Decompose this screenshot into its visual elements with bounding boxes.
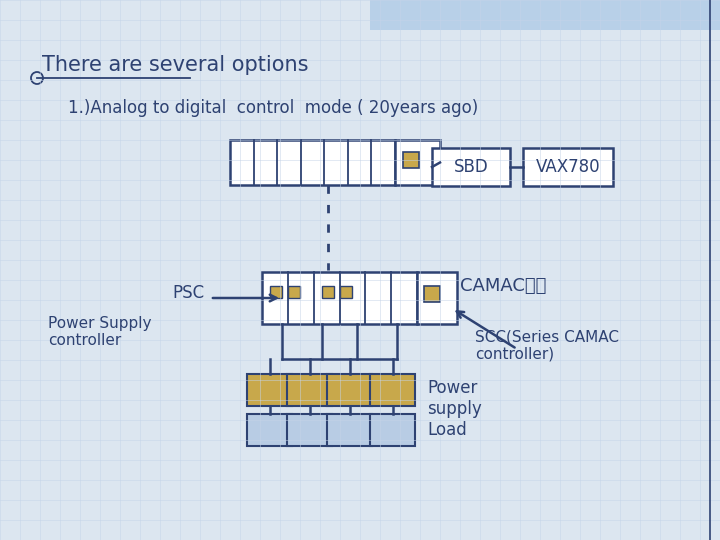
FancyBboxPatch shape bbox=[417, 272, 457, 324]
Text: SCC(Series CAMAC
controller): SCC(Series CAMAC controller) bbox=[475, 329, 619, 361]
FancyBboxPatch shape bbox=[432, 148, 510, 186]
FancyBboxPatch shape bbox=[322, 286, 334, 298]
FancyBboxPatch shape bbox=[287, 374, 332, 406]
FancyBboxPatch shape bbox=[424, 286, 440, 302]
FancyBboxPatch shape bbox=[403, 152, 419, 168]
FancyBboxPatch shape bbox=[523, 148, 613, 186]
FancyBboxPatch shape bbox=[340, 286, 352, 298]
Text: Power
supply
Load: Power supply Load bbox=[427, 379, 482, 438]
FancyBboxPatch shape bbox=[270, 286, 282, 298]
FancyBboxPatch shape bbox=[370, 414, 415, 446]
Text: PSC: PSC bbox=[173, 284, 205, 302]
FancyBboxPatch shape bbox=[327, 374, 372, 406]
FancyBboxPatch shape bbox=[230, 140, 395, 185]
Text: CAMAC系统: CAMAC系统 bbox=[460, 277, 546, 295]
FancyBboxPatch shape bbox=[247, 414, 292, 446]
FancyBboxPatch shape bbox=[395, 140, 440, 185]
FancyBboxPatch shape bbox=[287, 414, 332, 446]
Text: VAX780: VAX780 bbox=[536, 158, 600, 176]
FancyBboxPatch shape bbox=[288, 286, 300, 298]
FancyBboxPatch shape bbox=[327, 414, 372, 446]
Text: SBD: SBD bbox=[454, 158, 488, 176]
Text: There are several options: There are several options bbox=[42, 55, 308, 75]
FancyBboxPatch shape bbox=[370, 374, 415, 406]
Text: 1.)Analog to digital  control  mode ( 20years ago): 1.)Analog to digital control mode ( 20ye… bbox=[68, 99, 478, 117]
Text: Power Supply
controller: Power Supply controller bbox=[48, 316, 151, 348]
FancyBboxPatch shape bbox=[262, 272, 417, 324]
FancyBboxPatch shape bbox=[247, 374, 292, 406]
FancyBboxPatch shape bbox=[370, 0, 720, 30]
